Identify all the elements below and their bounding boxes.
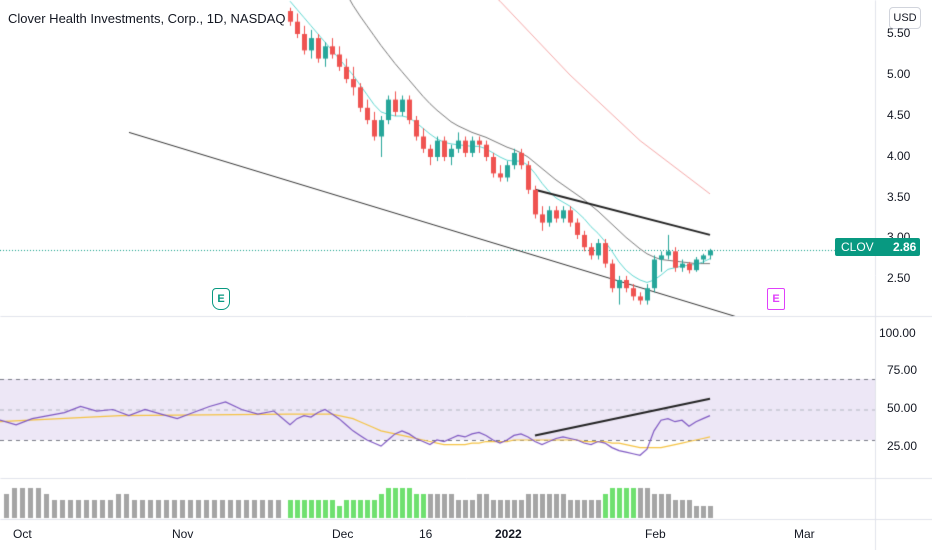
currency-button[interactable]: USD xyxy=(889,7,921,29)
earnings-badge-past[interactable]: E xyxy=(212,288,230,310)
rsi-tick: 75.00 xyxy=(887,363,918,377)
rsi-tick: 25.00 xyxy=(887,439,918,453)
price-tag-symbol: CLOV xyxy=(841,240,874,254)
time-label-oct: Oct xyxy=(13,527,32,541)
time-label-16: 16 xyxy=(419,527,433,541)
time-label-feb: Feb xyxy=(645,527,666,541)
price-tick: 2.50 xyxy=(887,271,911,285)
chart-title: Clover Health Investments, Corp., 1D, NA… xyxy=(8,11,286,26)
rsi-tick: 50.00 xyxy=(887,401,918,415)
time-label-2022: 2022 xyxy=(495,527,522,541)
price-tick: 4.50 xyxy=(887,108,911,122)
time-label-nov: Nov xyxy=(172,527,194,541)
earnings-badge-upcoming[interactable]: E xyxy=(767,288,785,310)
time-label-dec: Dec xyxy=(332,527,354,541)
price-tag-value: 2.86 xyxy=(893,240,917,254)
price-tick: 4.00 xyxy=(887,149,911,163)
price-tick: 5.50 xyxy=(887,26,911,40)
price-tick: 3.50 xyxy=(887,190,911,204)
price-tick: 5.00 xyxy=(887,67,911,81)
last-price-tag: CLOV 2.86 xyxy=(835,238,920,256)
rsi-tick: 100.00 xyxy=(879,326,916,340)
time-label-mar: Mar xyxy=(794,527,815,541)
